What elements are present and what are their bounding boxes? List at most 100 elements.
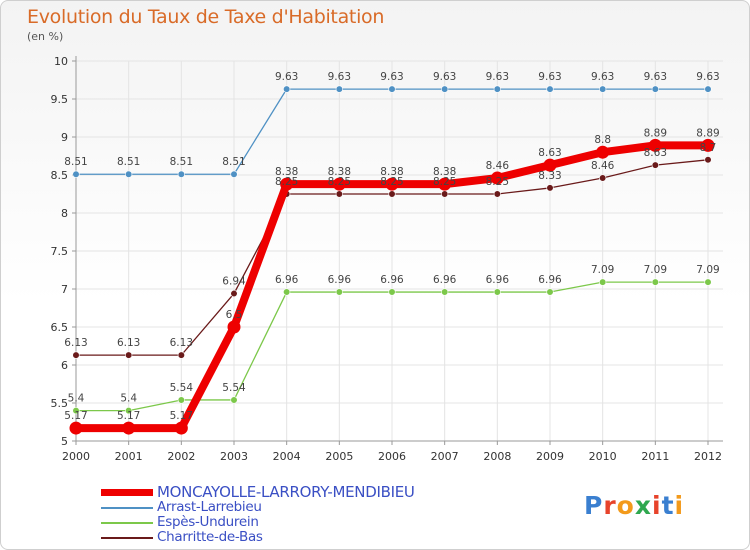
data-label-1-9: 9.63 xyxy=(538,71,561,83)
y-tick-label: 6 xyxy=(61,359,68,372)
data-point-1-10 xyxy=(599,85,607,93)
data-label-2-3: 5.54 xyxy=(222,382,246,394)
data-point-1-7 xyxy=(441,85,449,93)
y-tick-label: 5 xyxy=(61,435,68,448)
y-tick-label: 8.5 xyxy=(51,169,69,182)
proxiti-logo[interactable]: Proxiti xyxy=(584,491,684,520)
data-point-1-11 xyxy=(651,85,659,93)
data-label-2-9: 6.96 xyxy=(538,274,562,286)
data-label-2-4: 6.96 xyxy=(275,274,299,286)
axes-layer: 5 5.5 6 6.5 7 7.5 8 8.5 9 9.5 10 2000 2001 2002 2003 20… xyxy=(51,55,723,463)
data-label-1-12: 9.63 xyxy=(696,71,719,83)
legend-swatch xyxy=(101,522,153,524)
legend-label: Espès-Undurein xyxy=(157,514,259,530)
x-tick-label: 2006 xyxy=(378,450,406,463)
data-point-1-8 xyxy=(493,85,501,93)
logo-letter: P xyxy=(584,491,604,520)
x-tick-label: 2005 xyxy=(325,450,353,463)
x-tick-label: 2009 xyxy=(536,450,564,463)
data-label-2-0: 5.4 xyxy=(68,393,85,405)
x-tick-label: 2000 xyxy=(62,450,90,463)
data-label-0-4: 8.38 xyxy=(275,166,298,178)
data-label-1-11: 9.63 xyxy=(644,71,667,83)
data-point-2-3 xyxy=(230,396,238,404)
logo-letter: o xyxy=(616,491,635,520)
data-point-3-9 xyxy=(546,184,554,192)
data-point-3-3 xyxy=(230,289,238,298)
data-point-3-11 xyxy=(651,161,659,169)
data-point-3-0 xyxy=(72,351,80,359)
data-label-3-8: 8.25 xyxy=(486,176,509,188)
data-point-1-6 xyxy=(388,85,396,93)
data-label-0-12: 8.89 xyxy=(696,127,719,139)
data-point-0-3 xyxy=(227,320,241,334)
x-tick-label: 2002 xyxy=(167,450,195,463)
data-point-0-4 xyxy=(280,177,294,191)
data-label-3-9: 8.33 xyxy=(538,170,561,182)
legend-swatch xyxy=(101,489,153,496)
data-labels-layer: 5.17 5.17 5.17 6.5 8.38 8.38 8.38 8.38 8.46 8.63 8… xyxy=(64,71,719,422)
y-tick-label: 5.5 xyxy=(51,397,69,410)
series-layer xyxy=(69,85,715,435)
x-tick-label: 2004 xyxy=(273,450,301,463)
legend-label: Charritte-de-Bas xyxy=(157,529,263,545)
data-label-0-5: 8.38 xyxy=(328,166,351,178)
y-tick-label: 9.5 xyxy=(51,93,69,106)
data-point-0-8 xyxy=(490,171,504,185)
y-tick-label: 6.5 xyxy=(51,321,69,334)
data-point-3-7 xyxy=(441,190,449,198)
data-label-3-6: 8.25 xyxy=(380,176,403,188)
data-point-0-2 xyxy=(174,421,188,435)
data-label-2-5: 6.96 xyxy=(328,274,352,286)
y-axis-unit: (en %) xyxy=(27,30,64,43)
data-label-3-0: 6.13 xyxy=(64,337,87,349)
legend-swatch xyxy=(101,537,153,539)
data-label-0-8: 8.46 xyxy=(486,160,510,172)
data-point-2-8 xyxy=(493,288,501,296)
data-point-2-4 xyxy=(283,288,291,296)
data-point-1-12 xyxy=(704,85,712,93)
data-label-1-4: 9.63 xyxy=(275,71,298,83)
data-point-1-4 xyxy=(283,85,291,93)
data-label-3-5: 8.25 xyxy=(328,176,351,188)
y-tick-label: 8 xyxy=(61,207,68,220)
data-point-0-7 xyxy=(438,177,452,191)
data-label-0-9: 8.63 xyxy=(538,147,561,159)
logo-letter: i xyxy=(674,491,685,520)
data-label-1-6: 9.63 xyxy=(380,71,403,83)
data-point-0-11 xyxy=(648,138,662,152)
data-label-3-10: 8.46 xyxy=(591,160,615,172)
y-tick-label: 10 xyxy=(54,55,68,68)
data-label-0-3: 6.5 xyxy=(226,309,243,321)
data-point-0-12 xyxy=(701,138,715,152)
data-label-2-7: 6.96 xyxy=(433,274,457,286)
data-label-3-3: 6.94 xyxy=(222,276,246,288)
data-point-2-9 xyxy=(546,288,554,296)
data-point-0-6 xyxy=(385,177,399,191)
data-point-1-0 xyxy=(72,170,80,178)
data-point-3-2 xyxy=(177,351,185,359)
x-tick-label: 2001 xyxy=(115,450,143,463)
data-label-0-0: 5.17 xyxy=(64,410,87,422)
data-label-1-10: 9.63 xyxy=(591,71,614,83)
data-point-0-9 xyxy=(543,158,557,172)
x-tick-label: 2012 xyxy=(694,450,722,463)
x-tick-label: 2011 xyxy=(641,450,669,463)
chart-title: Evolution du Taux de Taxe d'Habitation xyxy=(27,6,385,28)
x-tick-label: 2007 xyxy=(431,450,459,463)
data-label-2-2: 5.54 xyxy=(170,382,194,394)
data-point-2-1 xyxy=(125,407,133,415)
data-point-1-3 xyxy=(230,170,238,178)
data-point-2-10 xyxy=(599,278,607,286)
data-label-3-1: 6.13 xyxy=(117,337,140,349)
logo-letter: t xyxy=(661,491,675,520)
data-point-2-6 xyxy=(388,288,396,296)
logo-letter: x xyxy=(634,491,652,520)
x-tick-label: 2010 xyxy=(589,450,617,463)
data-point-3-8 xyxy=(493,190,501,198)
legend-label: Arrast-Larrebieu xyxy=(157,499,262,515)
data-label-2-8: 6.96 xyxy=(486,274,510,286)
logo-letter: i xyxy=(652,491,662,520)
data-point-3-6 xyxy=(388,190,396,198)
